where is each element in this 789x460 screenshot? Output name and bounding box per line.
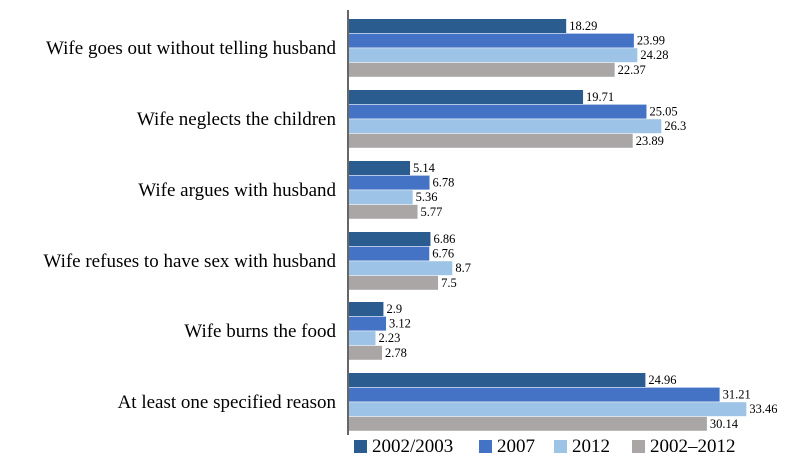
bar: [349, 331, 376, 346]
legend-label: 2002/2003: [372, 436, 453, 457]
bar: [349, 104, 647, 119]
data-label: 2.23: [378, 331, 400, 345]
data-label: 22.37: [618, 63, 646, 77]
legend-swatch: [554, 440, 567, 453]
bar: [349, 345, 383, 360]
bar: [349, 316, 387, 331]
data-label: 33.46: [749, 402, 777, 416]
bar: [349, 204, 418, 219]
legend: 2002/2003 2007 2012 2002–2012: [354, 436, 736, 457]
bar: [349, 232, 431, 246]
category-label: Wife refuses to have sex with husband: [43, 251, 336, 272]
bar: [349, 246, 430, 261]
data-label: 5.14: [413, 161, 436, 175]
bar: [349, 402, 747, 417]
bar: [349, 373, 646, 387]
bar: [349, 175, 430, 190]
data-label: 5.77: [421, 205, 443, 219]
bar: [349, 302, 384, 316]
data-label: 23.99: [637, 34, 665, 48]
data-label: 26.3: [664, 119, 686, 133]
data-label: 3.12: [389, 317, 411, 331]
category-label: At least one specified reason: [118, 392, 337, 413]
bar: [349, 119, 662, 134]
legend-swatch: [354, 440, 367, 453]
category-labels: Wife goes out without telling husband Wif…: [43, 38, 336, 413]
data-label: 2.78: [385, 346, 407, 360]
data-label: 24.28: [640, 48, 668, 62]
bar: [349, 19, 567, 33]
bar: [349, 62, 615, 77]
bar: [349, 190, 413, 205]
data-label: 31.21: [723, 388, 751, 402]
data-label: 23.89: [636, 134, 664, 148]
legend-label: 2002–2012: [650, 436, 736, 457]
category-label: Wife neglects the children: [137, 109, 337, 130]
bars: [349, 19, 747, 431]
data-label: 8.7: [455, 261, 471, 275]
category-label: Wife goes out without telling husband: [46, 38, 337, 59]
bar: [349, 133, 633, 148]
data-label: 25.05: [649, 105, 677, 119]
data-label: 6.78: [433, 176, 455, 190]
bar: [349, 33, 634, 48]
bar: [349, 275, 439, 290]
legend-swatch: [479, 440, 492, 453]
data-label: 2.9: [386, 302, 402, 316]
data-label: 6.76: [432, 247, 454, 261]
bar: [349, 416, 707, 431]
category-label: Wife burns the food: [184, 321, 336, 342]
legend-label: 2007: [497, 436, 535, 457]
legend-label: 2012: [572, 436, 610, 457]
data-label: 18.29: [569, 19, 597, 33]
legend-swatch: [632, 440, 645, 453]
data-label: 6.86: [433, 232, 455, 246]
category-label: Wife argues with husband: [138, 180, 336, 201]
bar: [349, 48, 638, 63]
bar: [349, 90, 584, 104]
bar: [349, 387, 720, 402]
data-label: 5.36: [416, 190, 438, 204]
data-label: 30.14: [710, 417, 739, 431]
data-label: 19.71: [586, 90, 614, 104]
bar: [349, 161, 411, 175]
bar: [349, 261, 453, 276]
data-label: 24.96: [648, 373, 676, 387]
data-label: 7.5: [441, 276, 457, 290]
